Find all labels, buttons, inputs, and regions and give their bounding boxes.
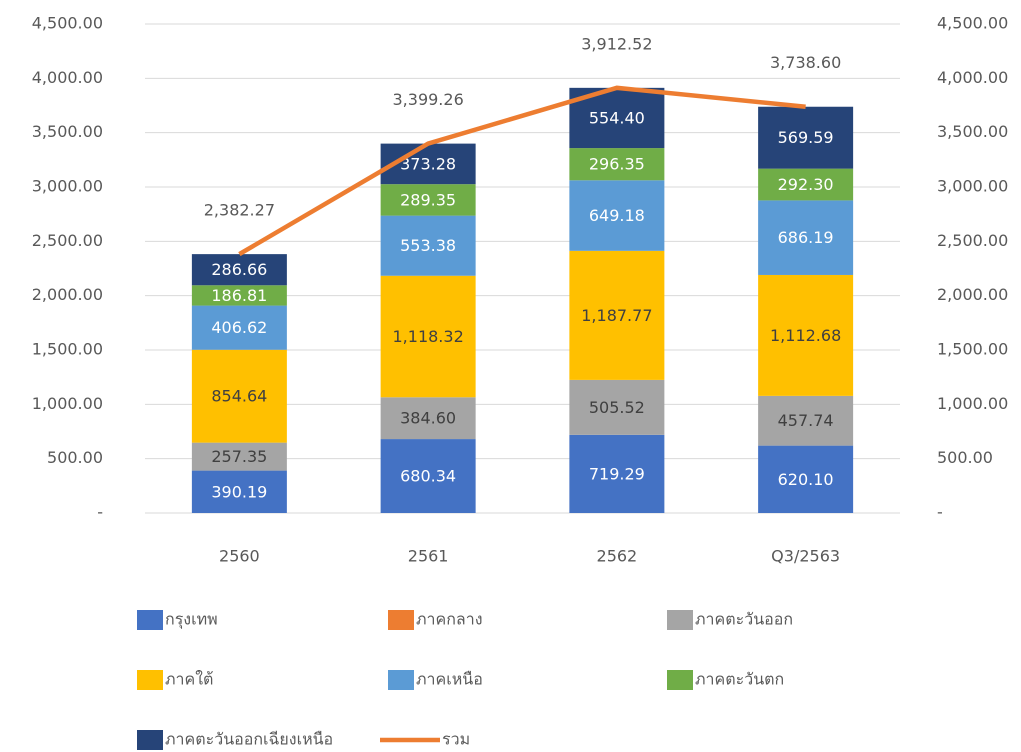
x-tick-label: 2562: [597, 547, 638, 566]
bar-segment: [380, 275, 476, 398]
data-label: 686.19: [778, 228, 834, 247]
bar-segment: [569, 434, 665, 513]
y-tick-label: 2,500.00: [32, 231, 103, 250]
bar-segment: [758, 200, 854, 275]
bar-segment: [191, 349, 287, 443]
y-tick-label: 4,000.00: [32, 68, 103, 87]
legend-label: ภาคเหนือ: [416, 670, 483, 689]
bar-segment: [380, 184, 476, 216]
bar-segment: [569, 180, 665, 251]
data-label: 553.38: [400, 236, 456, 255]
y2-tick-label: 2,000.00: [937, 285, 1008, 304]
bar-segment: [758, 395, 854, 446]
bar-segment: [380, 439, 476, 513]
bar-segment: [758, 274, 854, 396]
legend-swatch: [388, 610, 414, 630]
bar-segment: [569, 148, 665, 181]
y-tick-label: -: [97, 503, 103, 522]
data-label: 854.64: [211, 387, 267, 406]
y-tick-label: 1,500.00: [32, 340, 103, 359]
bar-segment: [380, 215, 476, 276]
bar-segment: [758, 445, 854, 513]
total-label: 3,738.60: [770, 53, 841, 72]
data-label: 286.66: [211, 260, 267, 279]
x-tick-label: 2561: [408, 547, 449, 566]
y-tick-label: 3,500.00: [32, 122, 103, 141]
data-label: 390.19: [211, 482, 267, 501]
data-label: 620.10: [778, 470, 834, 489]
data-label: 680.34: [400, 467, 456, 486]
legend-swatch: [388, 670, 414, 690]
data-label: 257.35: [211, 447, 267, 466]
data-label: 649.18: [589, 206, 645, 225]
x-tick-label: 2560: [219, 547, 260, 566]
data-label: 1,118.32: [393, 327, 464, 346]
x-tick-label: Q3/2563: [771, 547, 840, 566]
y-tick-label: 3,000.00: [32, 177, 103, 196]
data-label: 719.29: [589, 464, 645, 483]
data-label: 296.35: [589, 155, 645, 174]
bar-segment: [191, 285, 287, 306]
data-label: 186.81: [211, 286, 267, 305]
bar-segment: [191, 442, 287, 471]
data-label: 569.59: [778, 128, 834, 147]
y2-tick-label: 3,000.00: [937, 177, 1008, 196]
line: [238, 85, 806, 257]
legend-swatch: [137, 730, 163, 750]
data-label: 505.52: [589, 398, 645, 417]
y2-tick-label: -: [937, 503, 943, 522]
legend-label: ภาคกลาง: [416, 610, 483, 629]
legend-label: ภาคตะวันออกเฉียงเหนือ: [165, 730, 333, 749]
legend-swatch: [667, 670, 693, 690]
y2-tick-label: 500.00: [937, 448, 993, 467]
data-label: 457.74: [778, 411, 834, 430]
legend-label: ภาคตะวันออก: [695, 610, 793, 629]
data-label: 373.28: [400, 154, 456, 173]
bar-segment: [191, 305, 287, 350]
legend-label: กรุงเทพ: [165, 610, 218, 630]
y-tick-label: 1,000.00: [32, 394, 103, 413]
total-label: 3,399.26: [393, 90, 464, 109]
data-label: 554.40: [589, 108, 645, 127]
data-label: 292.30: [778, 175, 834, 194]
data-label: 289.35: [400, 190, 456, 209]
legend-label: ภาคใต้: [165, 670, 213, 689]
y2-tick-label: 1,500.00: [937, 340, 1008, 359]
bar-segment: [191, 254, 287, 286]
total-label: 2,382.27: [204, 201, 275, 220]
legend-swatch: [667, 610, 693, 630]
y2-tick-label: 3,500.00: [937, 122, 1008, 141]
y2-tick-label: 1,000.00: [937, 394, 1008, 413]
y2-tick-label: 4,000.00: [937, 68, 1008, 87]
total-label: 3,912.52: [581, 34, 652, 53]
bar-segment: [569, 250, 665, 380]
bar-segment: [758, 168, 854, 201]
legend-label: ภาคตะวันตก: [695, 670, 784, 689]
legend-swatch: [137, 670, 163, 690]
y-tick-label: 4,500.00: [32, 14, 103, 33]
legend-swatch: [137, 610, 163, 630]
y2-tick-label: 2,500.00: [937, 231, 1008, 250]
bar-segment: [569, 379, 665, 435]
data-label: 1,187.77: [581, 306, 652, 325]
data-label: 1,112.68: [770, 326, 841, 345]
y-tick-label: 2,000.00: [32, 285, 103, 304]
bar-segment: [191, 470, 287, 513]
legend-label: รวม: [442, 730, 470, 749]
data-label: 406.62: [211, 318, 267, 337]
bar-segment: [758, 106, 854, 169]
y-tick-label: 500.00: [47, 448, 103, 467]
y2-tick-label: 4,500.00: [937, 14, 1008, 33]
data-label: 384.60: [400, 409, 456, 428]
bar-segment: [380, 397, 476, 440]
